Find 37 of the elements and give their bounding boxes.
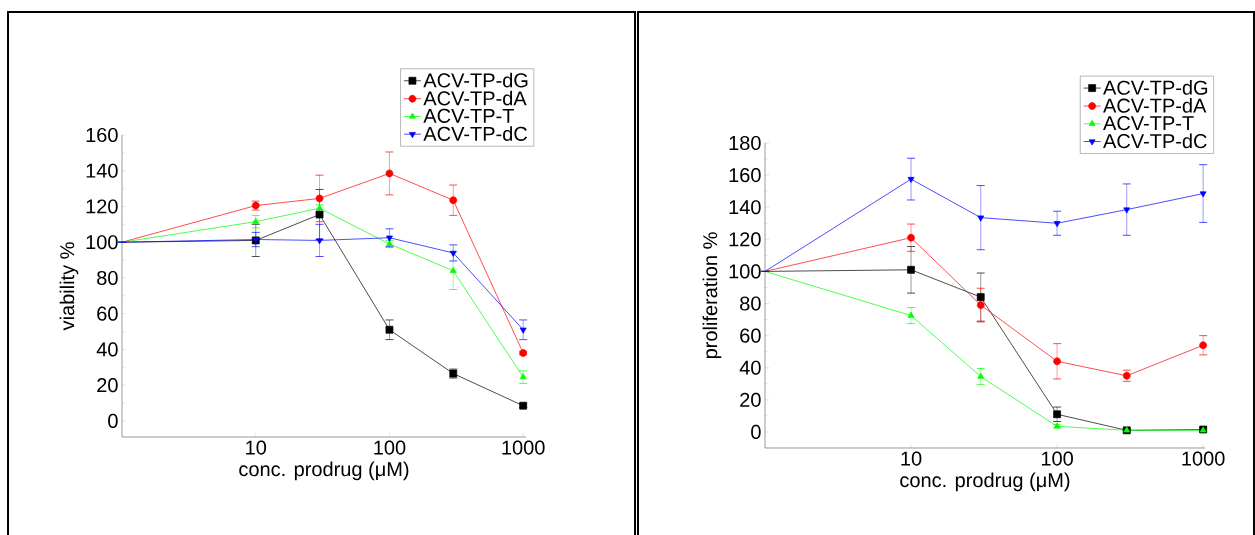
legend-label: ACV-TP-dG [423, 72, 528, 88]
y-tick-label: 140 [729, 200, 761, 215]
y-tick-label: 80 [97, 270, 118, 286]
y-tick-label: 80 [740, 296, 761, 311]
y-tick-label: 120 [86, 199, 118, 214]
x-tick-label: 100 [374, 440, 406, 455]
x-axis-title: conc. prodrug (μM) [239, 461, 409, 481]
y-tick-label: 0 [108, 413, 118, 428]
x-axis-title: conc. prodrug (μM) [900, 472, 1070, 492]
x-tick-label: 1000 [1182, 451, 1225, 466]
y-tick-label: 0 [751, 424, 761, 440]
legend-label: ACV-TP-T [423, 108, 514, 123]
y-tick-label: 100 [86, 235, 118, 250]
legend-label: ACV-TP-dC [423, 126, 528, 141]
x-tick-label: 100 [1041, 451, 1073, 466]
x-tick-label: 10 [901, 451, 922, 466]
legend-label: ACV-TP-dA [423, 90, 527, 106]
y-tick-label: 100 [729, 264, 761, 279]
y-tick-label: 60 [740, 328, 761, 343]
y-tick-label: 40 [739, 360, 761, 375]
legend-label: ACV-TP-dC [1103, 133, 1207, 149]
y-tick-label: 20 [97, 378, 118, 393]
y-tick-label: 60 [97, 306, 118, 321]
y-tick-label: 40 [96, 342, 118, 357]
y-tick-label: 140 [86, 163, 118, 178]
x-tick-label: 10 [246, 440, 267, 455]
y-tick-label: 180 [729, 135, 761, 151]
y-axis-title: viability % [59, 242, 79, 331]
legend-label: ACV-TP-dA [1103, 98, 1207, 113]
legend-label: ACV-TP-T [1103, 116, 1194, 131]
y-tick-label: 120 [729, 232, 761, 247]
y-axis-title: proliferation % [702, 232, 722, 359]
y-tick-label: 20 [740, 392, 761, 407]
legend-label: ACV-TP-dG [1103, 80, 1208, 95]
y-tick-label: 160 [86, 127, 118, 143]
y-tick-label: 160 [729, 168, 761, 183]
x-tick-label: 1000 [502, 440, 545, 455]
